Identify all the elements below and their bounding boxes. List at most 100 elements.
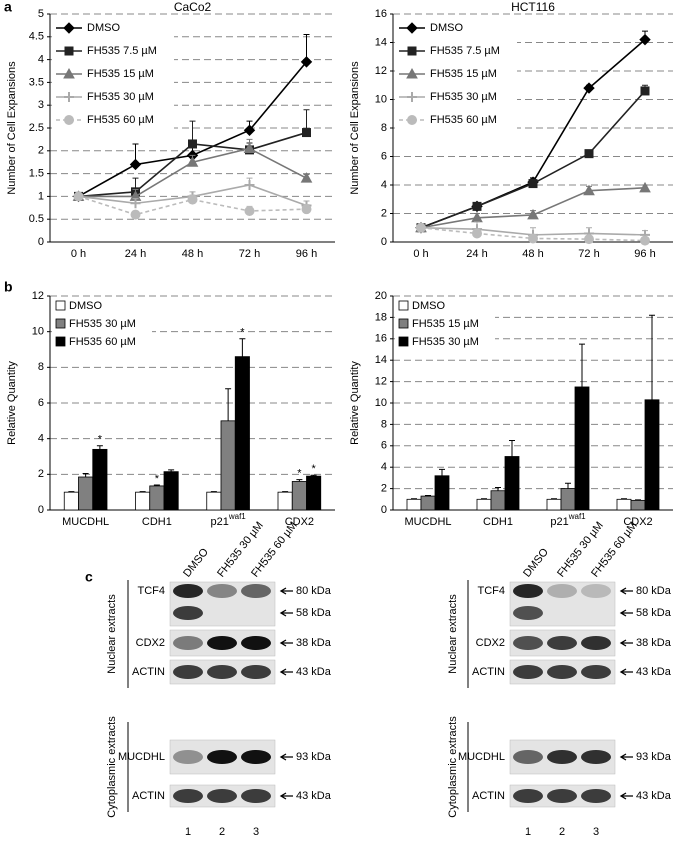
category: 0 h [413,248,428,260]
legend-label: FH535 30 µM [430,91,497,103]
category: CDH1 [142,516,172,528]
group-label: Nuclear extracts [447,594,459,674]
error-bar [139,491,146,493]
marker-arrow [279,753,293,761]
category: p21 [210,516,228,528]
bar [504,456,520,511]
y-tick-label: 10 [375,93,387,105]
bar [490,490,506,511]
protein-name: MUCDHL [458,751,505,763]
blot-band [513,665,543,679]
x-tick-label: CDH1 [483,516,513,528]
y-tick-label: 8 [381,418,387,430]
blot-band [173,750,203,764]
y-tick-label: 12 [32,290,44,302]
blot-band [513,636,543,650]
error-bar [579,343,585,387]
series-line [420,187,646,229]
y-tick-label: 2 [381,483,387,495]
marker [584,149,594,159]
category: 72 h [578,248,599,260]
significance-mark: * [311,463,316,475]
x-tick-label: CDX2 [623,516,652,528]
x-tick-label: 96 h [634,248,655,260]
y-tick-label: 4 [38,433,44,445]
marker [416,222,426,233]
size-marker: 43 kDa [636,666,672,678]
marker [300,56,313,68]
blot-band [581,636,611,650]
category: MUCDHL [62,516,109,528]
significance-mark: * [240,327,245,339]
marker [639,33,651,46]
protein-name: TCF4 [478,585,506,597]
y-tick-label: 2 [38,468,44,480]
x-tick-label: 0 h [413,248,428,260]
size-marker: 43 kDa [296,666,332,678]
size-marker: 58 kDa [296,607,332,619]
x-tick-label: 24 h [125,248,146,260]
y-tick-label: 0 [381,236,387,248]
marker-arrow [279,609,293,617]
size-marker: 38 kDa [636,637,672,649]
y-tick-label: 3 [38,99,44,111]
blot-band [547,665,577,679]
group-label: Cytoplasmic extracts [447,716,459,818]
blot-band [513,606,543,620]
bar [476,498,492,511]
x-tick-label: 96 h [296,248,317,260]
legend-marker [407,115,417,125]
y-tick-label: 16 [375,8,387,20]
panel-letter: c [85,569,93,585]
marker [129,158,142,171]
error-bar [96,445,103,450]
x-tick-label: p21waf1 [210,512,246,528]
error-bar [310,474,317,477]
category: CDX2 [623,516,652,528]
blot-band [207,665,237,679]
marker [244,180,255,190]
blot-band [207,789,237,803]
panel-letter: b [4,279,13,295]
category: CDX2 [285,516,314,528]
y-tick-label: 12 [375,65,387,77]
bar [644,399,660,511]
legend-marker [407,46,417,56]
y-tick-label: 8 [381,122,387,134]
legend-marker [64,46,74,56]
lane-label: DMSO [521,546,551,580]
blot-band [241,750,271,764]
marker [300,172,313,183]
legend-swatch [398,318,409,329]
legend-marker [407,92,417,102]
protein-name: CDX2 [476,637,505,649]
protein-name: ACTIN [132,790,165,802]
bar [616,498,632,511]
legend-label: DMSO [430,22,463,34]
y-tick-label: 3.5 [29,76,44,88]
blot-band [581,665,611,679]
blot-band [241,665,271,679]
error-bar [296,479,303,482]
marker-arrow [619,609,633,617]
y-tick-label: 16 [375,333,387,345]
x-tick-label: MUCDHL [62,516,109,528]
blot-band [581,584,611,598]
lane-number: 2 [219,826,225,838]
error-bar [649,314,655,400]
y-tick-label: 0 [381,504,387,516]
size-marker: 58 kDa [636,607,672,619]
bar [560,488,576,511]
category: 24 h [466,248,487,260]
marker [640,235,650,246]
marker [584,234,594,245]
blot-band [513,750,543,764]
y-tick-label: 10 [32,326,44,338]
y-tick-label: 20 [375,290,387,302]
chart-title: HCT116 [511,0,555,14]
legend-label: FH535 60 µM [87,114,154,126]
size-marker: 43 kDa [636,790,672,802]
x-tick-label: 48 h [522,248,543,260]
significance-mark: * [297,468,302,480]
legend-label: DMSO [412,300,445,312]
